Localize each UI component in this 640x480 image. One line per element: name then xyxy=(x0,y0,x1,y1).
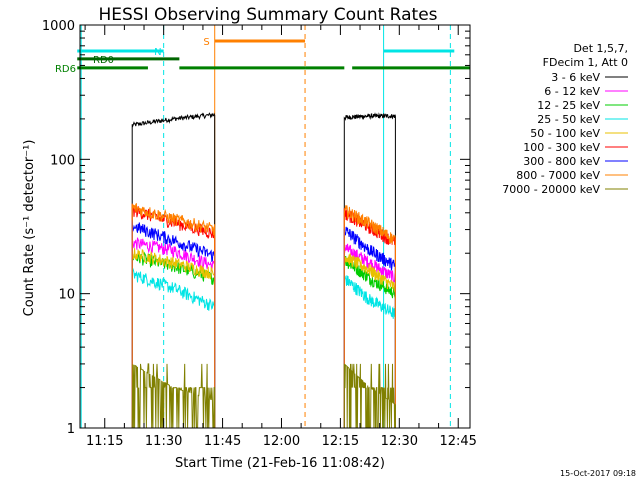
series-6-12keV-seg1 xyxy=(131,237,216,428)
flag-label-S: S xyxy=(203,37,209,48)
series-3-6keV-seg2 xyxy=(343,112,396,428)
series-7000-20000keV-seg2 xyxy=(343,363,396,429)
legend-header-0: Det 1,5,7, xyxy=(573,42,628,55)
series-50-100keV-seg2 xyxy=(343,253,396,428)
x-tick-label-1230: 12:30 xyxy=(381,434,418,449)
legend-header-1: FDecim 1, Att 0 xyxy=(543,56,628,69)
legend-label-8: 7000 - 20000 keV xyxy=(502,183,600,196)
series-7000-20000keV-seg1 xyxy=(131,363,216,429)
legend-label-3: 25 - 50 keV xyxy=(537,113,600,126)
y-tick-label-10: 10 xyxy=(58,288,75,303)
legend-label-5: 100 - 300 keV xyxy=(523,141,600,154)
x-axis-label: Start Time (21-Feb-16 11:08:42) xyxy=(175,456,385,471)
series-50-100keV-seg1 xyxy=(131,248,216,428)
flag-label-RD6: RD6 xyxy=(55,64,76,75)
legend-label-0: 3 - 6 keV xyxy=(551,71,600,84)
series-25-50keV-seg2 xyxy=(343,275,396,428)
y-axis-label: Count Rate (s⁻¹ detector⁻¹) xyxy=(22,140,37,317)
x-tick-label-1215: 12:15 xyxy=(322,434,359,449)
legend-label-1: 6 - 12 keV xyxy=(544,85,600,98)
x-tick-label-1145: 11:45 xyxy=(204,434,241,449)
series-300-800keV-seg1 xyxy=(131,220,216,428)
flag-label-N: N xyxy=(154,47,161,58)
axes: 1 10 100 1000 11:15 11:30 11:45 12:00 12:15 12:30… xyxy=(42,19,477,449)
legend-label-4: 50 - 100 keV xyxy=(530,127,600,140)
plot-area: N S RD0 RD6 xyxy=(55,25,470,429)
plot-frame xyxy=(79,24,471,429)
series-25-50keV-seg1 xyxy=(131,267,216,428)
x-tick-label-1200: 12:00 xyxy=(263,434,300,449)
series-300-800keV-seg2 xyxy=(343,226,396,428)
series-800-7000keV-seg2 xyxy=(343,205,396,428)
series-800-7000keV-seg1 xyxy=(131,202,216,428)
x-tick-label-1115: 11:15 xyxy=(86,434,123,449)
legend-label-7: 800 - 7000 keV xyxy=(516,169,600,182)
legend-label-6: 300 - 800 keV xyxy=(523,155,600,168)
y-tick-label-1000: 1000 xyxy=(42,19,75,34)
x-tick-label-1130: 11:30 xyxy=(145,434,182,449)
footer-date: 15-Oct-2017 09:18 xyxy=(560,469,636,478)
y-tick-label-1: 1 xyxy=(67,422,75,437)
chart-title: HESSI Observing Summary Count Rates xyxy=(98,5,437,25)
legend-label-2: 12 - 25 keV xyxy=(537,99,600,112)
series-3-6keV-seg1 xyxy=(131,112,216,428)
flag-label-RD0: RD0 xyxy=(93,55,114,66)
y-tick-label-100: 100 xyxy=(50,153,75,168)
x-tick-label-1245: 12:45 xyxy=(439,434,476,449)
series-12-25keV-seg2 xyxy=(343,256,396,428)
